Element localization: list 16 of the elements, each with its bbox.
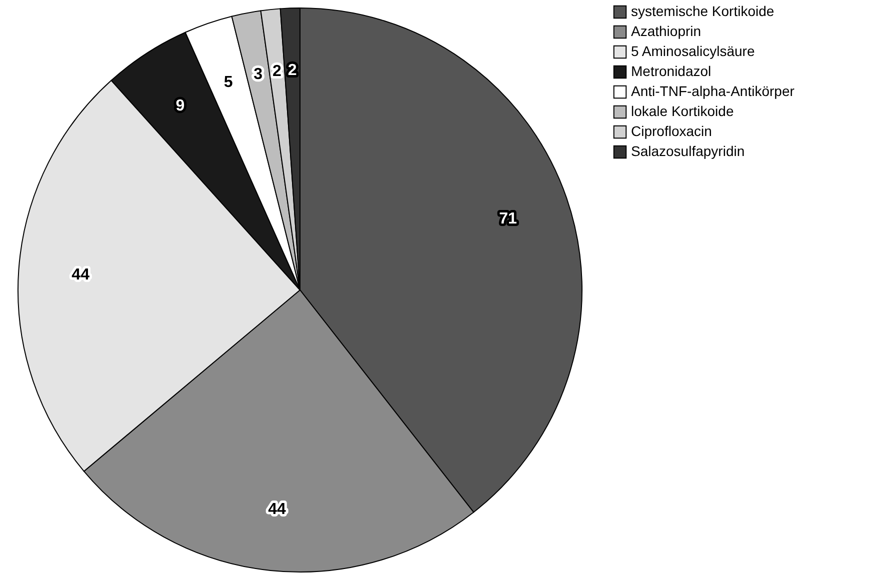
data-label: 2: [288, 62, 297, 80]
data-label: 3: [254, 66, 263, 84]
legend-label: Ciprofloxacin: [631, 123, 712, 139]
legend-label: 5 Aminosalicylsäure: [631, 43, 755, 59]
legend-label: lokale Kortikoide: [631, 103, 734, 119]
data-label: 44: [72, 266, 90, 284]
data-label: 44: [268, 500, 286, 518]
legend-label: Azathioprin: [631, 23, 702, 39]
data-label: 5: [224, 74, 233, 92]
data-label: 9: [176, 98, 185, 115]
data-label: 2: [272, 63, 282, 80]
legend-label: Metronidazol: [631, 63, 712, 79]
legend-label: systemische Kortikoide: [631, 3, 774, 19]
legend-label: Salazosulfapyridin: [631, 143, 745, 159]
data-label: 71: [499, 210, 517, 228]
legend-label: Anti-TNF-alpha-Antikörper: [631, 83, 795, 99]
